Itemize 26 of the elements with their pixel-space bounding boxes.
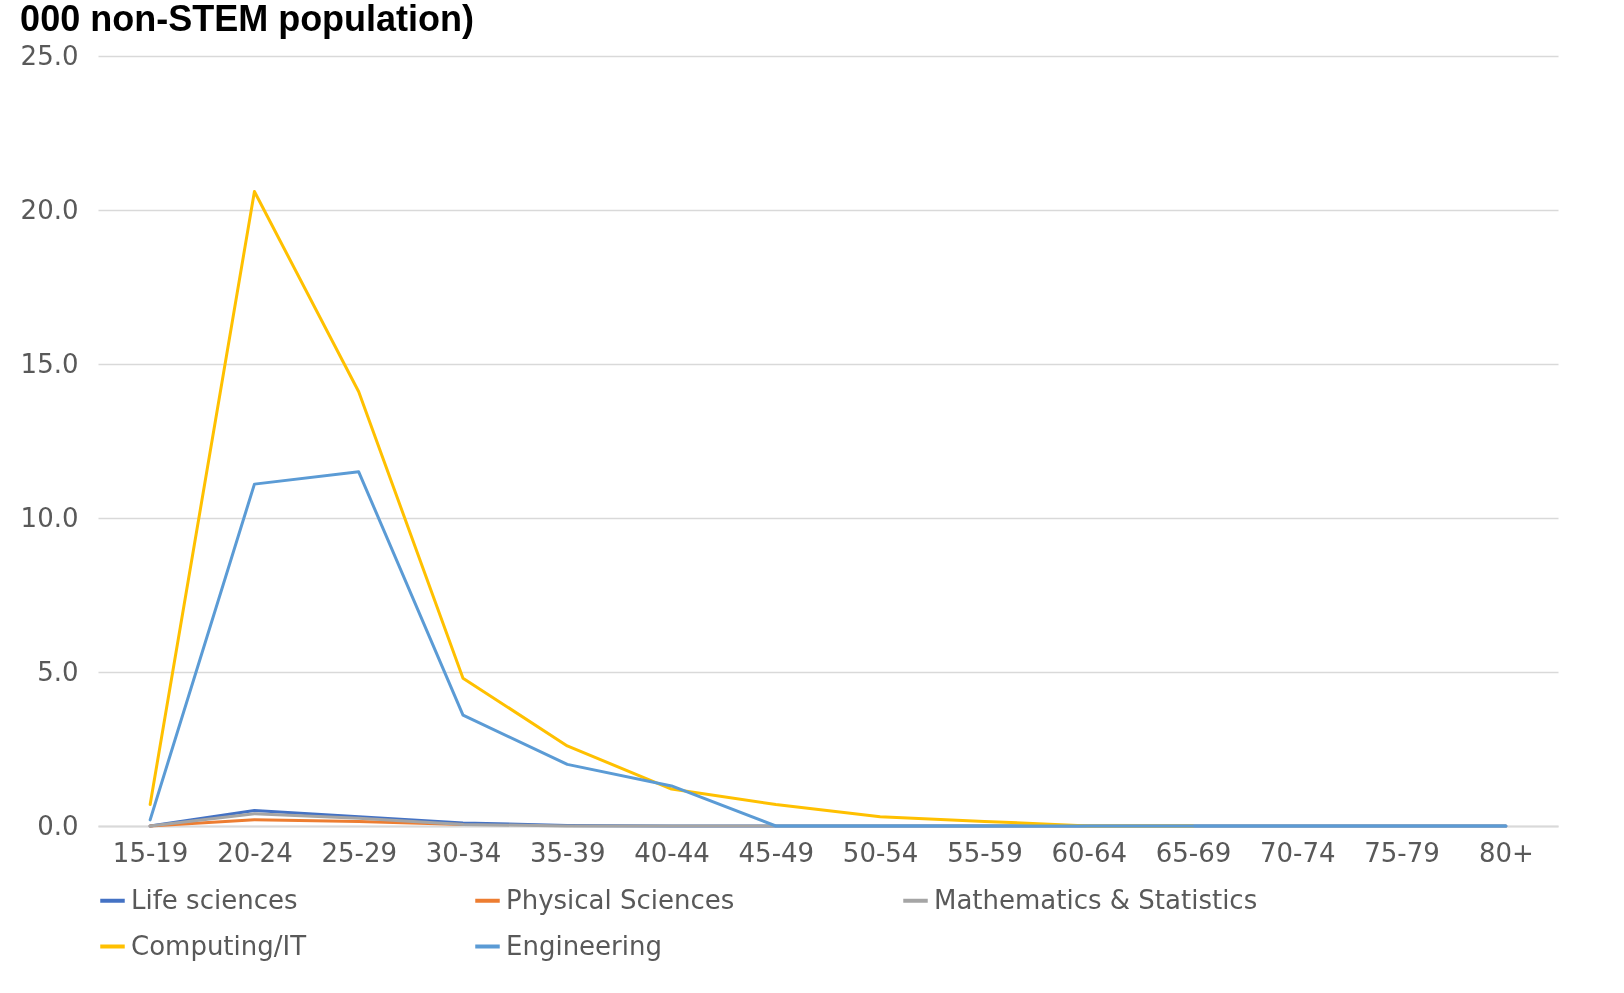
legend-label: Life sciences bbox=[131, 884, 298, 915]
x-tick-label: 60-64 bbox=[1051, 837, 1127, 868]
x-tick-label: 40-44 bbox=[634, 837, 710, 868]
y-tick-label: 5.0 bbox=[37, 656, 79, 687]
x-tick-label: 50-54 bbox=[842, 837, 919, 868]
x-tick-label: 70-74 bbox=[1260, 837, 1336, 868]
y-tick-label: 0.0 bbox=[37, 810, 79, 841]
x-tick-label: 55-59 bbox=[947, 837, 1023, 868]
legend-label: Mathematics & Statistics bbox=[934, 884, 1258, 915]
legend-label: Computing/IT bbox=[131, 930, 307, 961]
legend-label: Engineering bbox=[506, 930, 662, 961]
x-tick-label: 45-49 bbox=[738, 837, 815, 868]
y-tick-label: 25.0 bbox=[20, 40, 79, 71]
x-tick-label: 80+ bbox=[1478, 837, 1534, 868]
legend-label: Physical Sciences bbox=[506, 884, 735, 915]
x-tick-label: 35-39 bbox=[530, 837, 606, 868]
x-tick-label: 65-69 bbox=[1155, 837, 1232, 868]
x-tick-label: 25-29 bbox=[321, 837, 397, 868]
chart-title: 000 non-STEM population) bbox=[20, 0, 475, 39]
x-tick-label: 20-24 bbox=[217, 837, 293, 868]
y-tick-label: 15.0 bbox=[20, 348, 79, 379]
x-tick-label: 15-19 bbox=[112, 837, 189, 868]
x-tick-label: 30-34 bbox=[425, 837, 502, 868]
x-tick-label: 75-79 bbox=[1364, 837, 1440, 868]
y-tick-label: 20.0 bbox=[20, 194, 79, 225]
y-tick-label: 10.0 bbox=[20, 502, 79, 533]
